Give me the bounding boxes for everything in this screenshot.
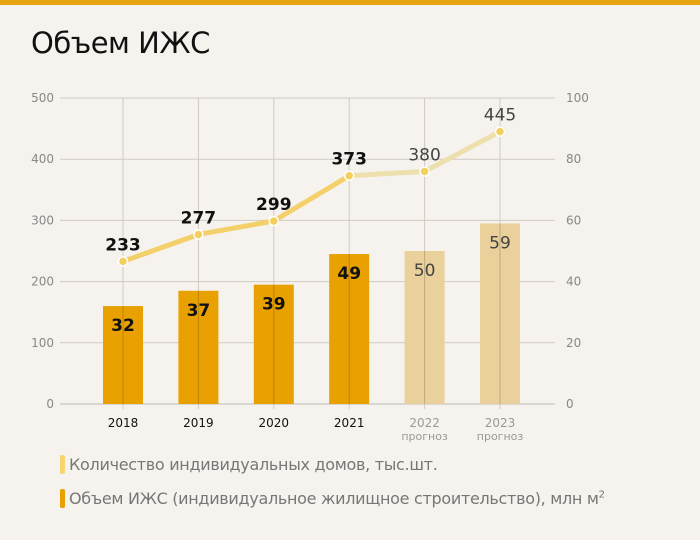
legend-item-volume: Объем ИЖС (индивидуальное жилищное строи… — [60, 489, 605, 508]
line-value-label: 277 — [181, 208, 217, 228]
x-tick-label: 2021 — [334, 416, 365, 430]
line-point — [494, 126, 506, 137]
line-point — [193, 229, 204, 240]
legend-text: Объем ИЖС (индивидуальное жилищное строи… — [69, 489, 599, 508]
right-tick-label: 20 — [566, 336, 581, 350]
left-tick-label: 400 — [31, 152, 54, 166]
line-segment — [120, 231, 201, 264]
x-tick-label: 2023 — [485, 416, 516, 430]
right-tick-label: 80 — [566, 152, 581, 166]
x-tick-label: 2022 — [409, 416, 440, 430]
x-tick-sublabel: прогноз — [477, 430, 524, 443]
left-tick-label: 200 — [31, 275, 54, 289]
bar-value-label: 50 — [414, 261, 436, 281]
line-segment — [195, 218, 277, 237]
line-value-label: 445 — [484, 106, 516, 126]
bar-value-label: 49 — [337, 264, 361, 284]
line-segment — [346, 168, 428, 179]
right-tick-label: 100 — [566, 91, 589, 105]
bar — [329, 254, 370, 404]
legend-item-houses: Количество индивидуальных домов, тыс.шт. — [60, 455, 438, 474]
bar — [103, 306, 143, 404]
bar — [253, 284, 294, 404]
legend-swatch-bar — [60, 489, 65, 508]
bar — [480, 223, 520, 404]
line-segment — [422, 129, 503, 174]
page-title: Объем ИЖС — [31, 26, 210, 60]
legend-sup: 2 — [598, 489, 605, 501]
legend-label: Количество индивидуальных домов, тыс.шт. — [69, 455, 438, 474]
line-value-label: 299 — [256, 195, 292, 215]
top-accent-bar — [0, 0, 700, 5]
x-tick-label: 2018 — [108, 416, 139, 430]
bar-value-label: 32 — [111, 316, 135, 336]
bar — [404, 251, 445, 404]
bar-value-label: 37 — [187, 301, 211, 321]
x-tick-label: 2019 — [183, 416, 214, 430]
line-segment — [271, 173, 352, 224]
line-value-label: 373 — [331, 150, 367, 170]
bar-value-label: 39 — [262, 295, 286, 315]
x-tick-sublabel: прогноз — [401, 430, 448, 443]
x-tick-label: 2020 — [259, 416, 290, 430]
left-tick-label: 300 — [31, 213, 54, 227]
bar — [178, 290, 219, 404]
legend-swatch-line — [60, 455, 65, 474]
line-value-label: 233 — [105, 235, 141, 255]
line-point — [117, 256, 129, 267]
left-tick-label: 500 — [31, 91, 54, 105]
line-point — [343, 170, 355, 181]
left-tick-label: 100 — [31, 336, 54, 350]
right-tick-label: 40 — [566, 275, 581, 289]
line-value-label: 380 — [408, 145, 440, 165]
right-tick-label: 60 — [566, 213, 581, 227]
legend-label: Объем ИЖС (индивидуальное жилищное строи… — [69, 489, 605, 508]
right-tick-label: 0 — [566, 397, 574, 411]
bar-value-label: 59 — [489, 233, 511, 253]
line-point — [268, 215, 280, 227]
left-tick-label: 0 — [46, 397, 54, 411]
line-point — [419, 166, 430, 177]
